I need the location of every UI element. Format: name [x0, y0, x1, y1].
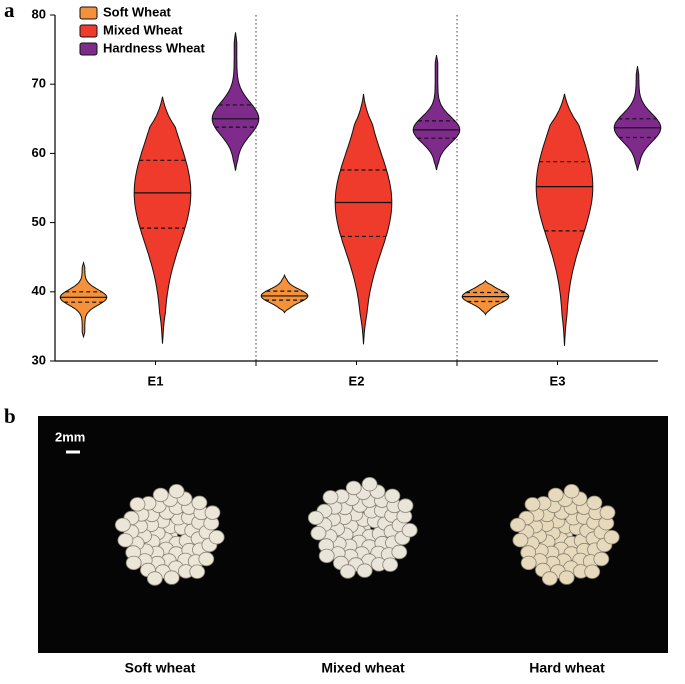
y-tick-label: 60 [32, 145, 46, 160]
grain [603, 530, 620, 545]
grain [307, 510, 324, 526]
grain [129, 497, 146, 512]
violin [613, 66, 662, 171]
legend-label: Hardness Wheat [103, 40, 206, 55]
grain [524, 497, 541, 512]
violin [334, 93, 393, 345]
grain [168, 484, 185, 499]
grain [152, 487, 169, 503]
grain [361, 477, 378, 492]
grain [541, 571, 558, 586]
scale-bar-label: 2mm [55, 429, 85, 444]
y-tick-label: 70 [32, 76, 46, 91]
grain [558, 570, 575, 585]
y-tick-label: 80 [32, 6, 46, 21]
grain [391, 544, 408, 560]
grain [345, 480, 362, 496]
grain [310, 526, 327, 541]
grain [584, 564, 601, 579]
grain [146, 571, 163, 586]
legend-swatch [79, 42, 98, 56]
violin [535, 93, 594, 346]
legend-swatch [79, 6, 98, 20]
y-tick-label: 40 [32, 283, 46, 298]
panel-label: b [4, 404, 16, 428]
violin [412, 55, 461, 171]
grain [189, 564, 206, 579]
grain [125, 555, 142, 571]
grain [356, 563, 373, 578]
legend-swatch [79, 24, 98, 38]
grain [586, 495, 603, 511]
grain [322, 490, 339, 505]
photo-caption: Soft wheat [125, 660, 196, 676]
grain [208, 530, 225, 545]
violin [133, 96, 192, 344]
grain [599, 505, 616, 520]
grain [318, 548, 335, 564]
y-tick-label: 50 [32, 214, 46, 229]
grain [339, 564, 356, 579]
grain [593, 551, 610, 567]
grain [384, 488, 401, 504]
violin [211, 32, 260, 171]
legend-label: Soft Wheat [103, 4, 172, 19]
legend-label: Mixed Wheat [103, 22, 183, 37]
photo-caption: Mixed wheat [321, 660, 405, 676]
y-tick-label: 30 [32, 352, 46, 367]
grain [163, 570, 180, 585]
violin [260, 273, 309, 314]
grain [114, 517, 131, 533]
photo-caption: Hard wheat [529, 660, 605, 676]
grain [401, 523, 418, 538]
grains [114, 477, 620, 586]
grain [382, 557, 399, 572]
grain [198, 551, 215, 567]
panel-label: a [4, 0, 15, 22]
x-tick-label: E1 [148, 373, 164, 388]
grain [117, 533, 134, 548]
x-tick-label: E2 [349, 373, 365, 388]
grain [512, 533, 529, 548]
x-tick-label: E3 [550, 373, 566, 388]
grain [520, 555, 537, 571]
grain [509, 517, 526, 533]
violin [59, 260, 108, 339]
grain [547, 487, 564, 503]
grain [563, 484, 580, 499]
violin [461, 279, 510, 316]
grain [191, 495, 208, 511]
grain [397, 498, 414, 513]
grain [204, 505, 221, 520]
